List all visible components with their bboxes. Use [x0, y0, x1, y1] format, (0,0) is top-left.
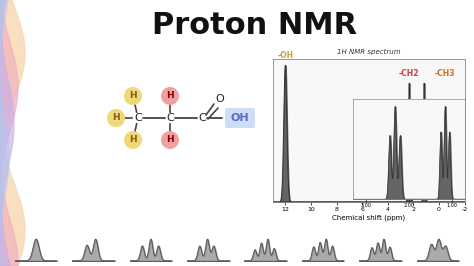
Text: C: C — [166, 113, 174, 123]
Text: -CH2: -CH2 — [399, 69, 419, 78]
Circle shape — [124, 131, 142, 149]
Text: H: H — [166, 135, 174, 144]
Text: C: C — [198, 113, 206, 123]
Text: C: C — [134, 113, 142, 123]
Text: H: H — [129, 135, 137, 144]
Text: Proton NMR: Proton NMR — [153, 11, 357, 40]
Text: -CH3: -CH3 — [435, 69, 456, 78]
Circle shape — [161, 87, 179, 105]
Circle shape — [161, 131, 179, 149]
Text: OH: OH — [231, 113, 249, 123]
Text: O: O — [216, 94, 224, 104]
Text: -OH: -OH — [277, 51, 293, 60]
Circle shape — [124, 87, 142, 105]
Circle shape — [107, 109, 125, 127]
Title: 1H NMR spectrum: 1H NMR spectrum — [337, 49, 401, 55]
FancyBboxPatch shape — [225, 108, 255, 128]
Text: H: H — [112, 114, 120, 123]
X-axis label: Chemical shift (ppm): Chemical shift (ppm) — [332, 215, 405, 221]
Text: H: H — [166, 92, 174, 101]
Text: H: H — [129, 92, 137, 101]
